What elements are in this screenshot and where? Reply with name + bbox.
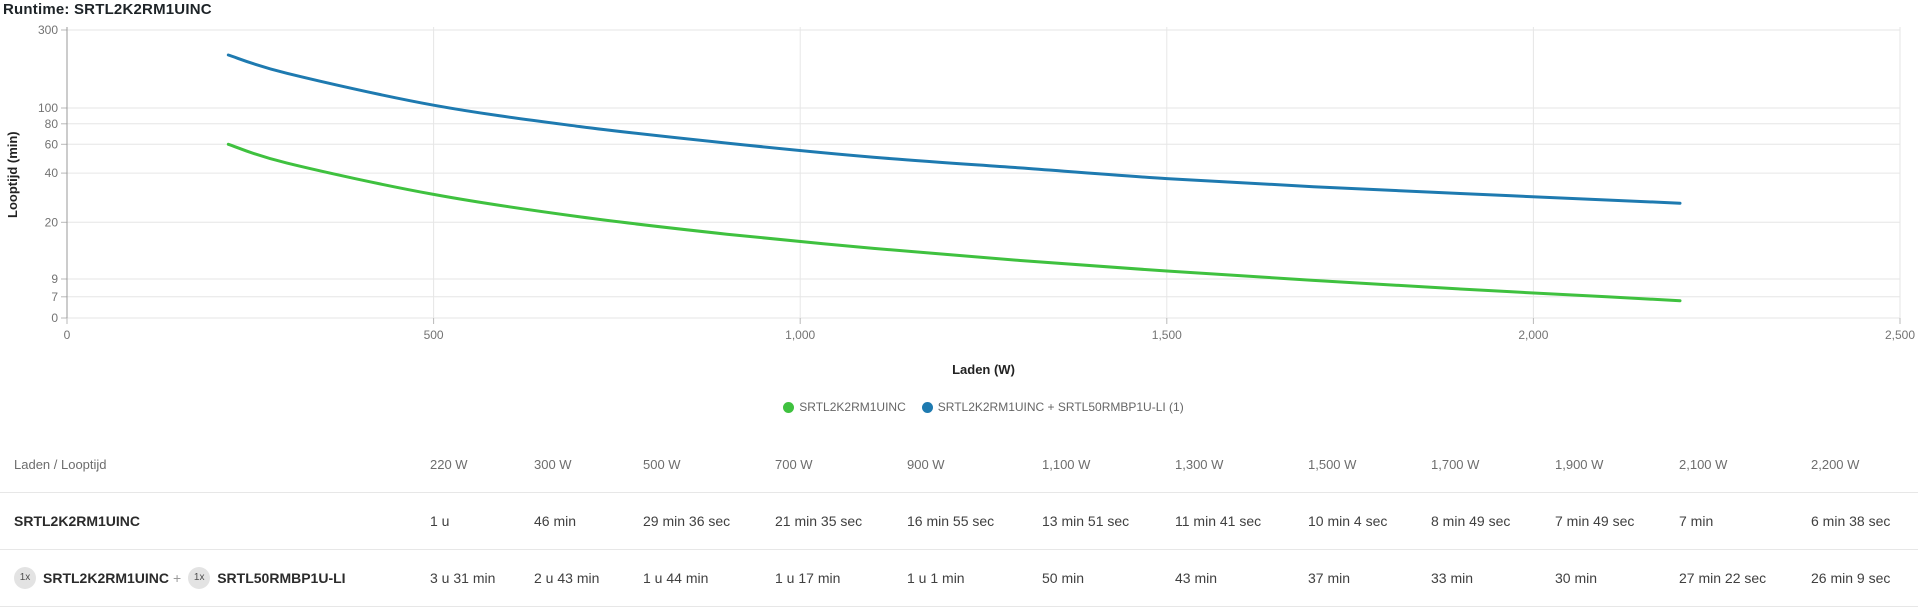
svg-text:0: 0 — [64, 328, 71, 342]
header-cell-load: 1,300 W — [1175, 438, 1308, 493]
runtime-value: 26 min 9 sec — [1811, 549, 1918, 607]
x-tick-marks — [66, 318, 1901, 324]
model-name: SRTL50RMBP1U-LI — [217, 569, 346, 586]
runtime-value: 8 min 49 sec — [1431, 492, 1555, 550]
runtime-value: 7 min — [1679, 492, 1811, 550]
model-name: SRTL2K2RM1UINC — [43, 569, 170, 586]
runtime-value: 16 min 55 sec — [907, 492, 1042, 550]
runtime-value: 43 min — [1175, 549, 1308, 607]
runtime-table: Laden / Looptijd 220 W 300 W 500 W 700 W 900 … — [0, 438, 1918, 607]
table-row-0: SRTL2K2RM1UINC 1 u 46 min 29 min 36 sec 21 m… — [0, 492, 1918, 550]
header-cell-load: 1,100 W — [1042, 438, 1175, 493]
svg-text:7: 7 — [51, 290, 58, 304]
series-line-0[interactable] — [226, 142, 1682, 303]
header-cell-load: 700 W — [775, 438, 907, 493]
header-cell-label: Laden / Looptijd — [0, 438, 430, 493]
runtime-value: 13 min 51 sec — [1042, 492, 1175, 550]
legend-item-1[interactable]: SRTL2K2RM1UINC + SRTL50RMBP1U-LI (1) — [921, 400, 1184, 414]
svg-text:9: 9 — [51, 272, 58, 286]
runtime-value: 2 u 43 min — [534, 549, 643, 607]
x-axis-title: Laden (W) — [952, 362, 1015, 377]
svg-text:40: 40 — [45, 166, 59, 180]
svg-text:2,500: 2,500 — [1885, 328, 1915, 342]
header-cell-load: 1,900 W — [1555, 438, 1679, 493]
runtime-value: 6 min 38 sec — [1811, 492, 1918, 550]
runtime-value: 1 u 1 min — [907, 549, 1042, 607]
runtime-value: 37 min — [1308, 549, 1431, 607]
legend-label: SRTL2K2RM1UINC — [799, 400, 906, 414]
chart-title: Runtime: SRTL2K2RM1UINC — [3, 1, 212, 18]
svg-text:1,500: 1,500 — [1152, 328, 1182, 342]
svg-text:0: 0 — [51, 311, 58, 325]
header-cell-load: 500 W — [643, 438, 775, 493]
x-gridlines — [433, 27, 1901, 318]
series-line-1[interactable] — [226, 53, 1682, 205]
svg-text:20: 20 — [45, 215, 59, 229]
plus-separator: + — [173, 569, 182, 586]
header-cell-load: 2,100 W — [1679, 438, 1811, 493]
runtime-chart: 300 100 80 60 40 20 9 7 00 500 1,000 1,500 2,000 2,50… — [38, 23, 1916, 342]
model-name: SRTL2K2RM1UINC — [14, 512, 141, 529]
y-tick-labels: 300 100 80 60 40 20 9 7 0 — [38, 23, 58, 325]
chart-legend: SRTL2K2RM1UINC SRTL2K2RM1UINC + SRTL50RMB… — [67, 400, 1900, 414]
header-row: Laden / Looptijd 220 W 300 W 500 W 700 W 900 … — [0, 438, 1918, 493]
table-header: Laden / Looptijd 220 W 300 W 500 W 700 W 900 … — [0, 438, 1918, 493]
runtime-value: 1 u — [430, 492, 534, 550]
runtime-value: 3 u 31 min — [430, 549, 534, 607]
runtime-value: 10 min 4 sec — [1308, 492, 1431, 550]
runtime-value: 1 u 17 min — [775, 549, 907, 607]
table-row-1: 1x SRTL2K2RM1UINC +1x SRTL50RMBP1U-LI 3 u 31… — [0, 549, 1918, 607]
runtime-value: 29 min 36 sec — [643, 492, 775, 550]
header-cell-load: 900 W — [907, 438, 1042, 493]
svg-text:500: 500 — [424, 328, 444, 342]
runtime-value: 30 min — [1555, 549, 1679, 607]
svg-text:300: 300 — [38, 23, 58, 37]
header-cell-load: 1,500 W — [1308, 438, 1431, 493]
configuration-label: SRTL2K2RM1UINC — [0, 492, 430, 550]
x-tick-labels: 0 500 1,000 1,500 2,000 2,500 — [64, 328, 1916, 342]
table-body: SRTL2K2RM1UINC 1 u 46 min 29 min 36 sec 21 m… — [0, 492, 1918, 607]
legend-dot-icon — [921, 401, 933, 413]
runtime-value: 7 min 49 sec — [1555, 492, 1679, 550]
runtime-value: 27 min 22 sec — [1679, 549, 1811, 607]
svg-text:1,000: 1,000 — [785, 328, 815, 342]
runtime-value: 1 u 44 min — [643, 549, 775, 607]
runtime-value: 46 min — [534, 492, 643, 550]
svg-text:100: 100 — [38, 101, 58, 115]
header-cell-load: 2,200 W — [1811, 438, 1918, 493]
runtime-value: 50 min — [1042, 549, 1175, 607]
svg-text:80: 80 — [45, 117, 59, 131]
runtime-value: 33 min — [1431, 549, 1555, 607]
runtime-value: 21 min 35 sec — [775, 492, 907, 550]
header-cell-load: 1,700 W — [1431, 438, 1555, 493]
svg-text:60: 60 — [45, 137, 59, 151]
runtime-value: 11 min 41 sec — [1175, 492, 1308, 550]
header-cell-load: 220 W — [430, 438, 534, 493]
svg-text:2,000: 2,000 — [1518, 328, 1548, 342]
header-cell-load: 300 W — [534, 438, 643, 493]
legend-label: SRTL2K2RM1UINC + SRTL50RMBP1U-LI (1) — [937, 400, 1184, 414]
configuration-label: 1x SRTL2K2RM1UINC +1x SRTL50RMBP1U-LI — [0, 549, 430, 607]
quantity-badge: 1x — [188, 566, 211, 589]
legend-dot-icon — [783, 401, 795, 413]
legend-item-0[interactable]: SRTL2K2RM1UINC — [783, 400, 906, 414]
quantity-badge: 1x — [14, 566, 36, 589]
